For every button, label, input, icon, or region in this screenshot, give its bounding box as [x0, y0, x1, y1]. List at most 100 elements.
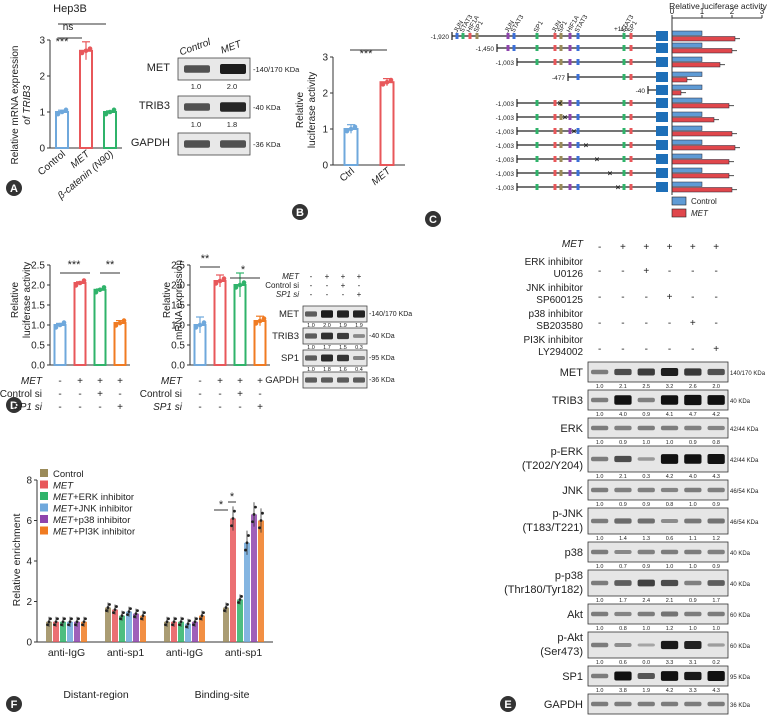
panel-e-sign: -	[668, 266, 671, 277]
panel-c-legend-swatch	[671, 196, 687, 206]
panel-c-site-marker	[535, 184, 539, 190]
panel-c-site-marker	[553, 170, 557, 176]
panel-d-luc-y-tick-label: 2.5	[31, 261, 45, 272]
panel-a-y-tick-label: 2	[39, 72, 45, 83]
panel-e-blot-band	[614, 487, 632, 493]
panel-d-blot-quant: 1.5	[339, 345, 347, 351]
panel-e-blot-frame	[587, 479, 729, 501]
panel-f-legend-swatch	[40, 515, 48, 523]
panel-c-start-label: -1,003	[496, 171, 515, 178]
panel-b-data-point	[388, 77, 394, 83]
panel-e-blot-band	[707, 580, 725, 586]
panel-b-ylabel-1: Relative	[295, 92, 306, 129]
panel-c-site-marker	[559, 114, 563, 120]
panel-a-bar	[103, 111, 117, 149]
panel-e-blot-band	[684, 368, 702, 376]
panel-e-blot-band	[707, 395, 725, 405]
panel-d-letter-badge	[6, 397, 22, 413]
panel-d-sign: -	[58, 376, 61, 387]
panel-f-letter: F	[11, 699, 18, 711]
panel-b-letter-badge	[292, 204, 308, 220]
panel-f-data-point	[74, 623, 77, 627]
panel-e-sign: -	[691, 266, 694, 277]
panel-e-sign: -	[645, 344, 648, 355]
panel-e-blot-band	[707, 487, 725, 493]
panel-c-site-marker	[535, 45, 539, 51]
panel-f-legend-swatch	[40, 526, 48, 535]
panel-e-blot-band	[684, 580, 702, 586]
panel-a-blot-header: Control	[178, 37, 213, 59]
panel-f-bar	[133, 613, 139, 642]
panel-c-site-marker	[622, 170, 626, 176]
panel-d-luc-data-point	[117, 320, 123, 326]
panel-e-blot-band	[614, 455, 632, 463]
panel-c-site-marker	[568, 184, 572, 190]
panel-c-bar-met	[671, 145, 736, 151]
panel-e-blot-label-2: (Ser473)	[540, 646, 583, 658]
panel-e-blot-label-2: (Thr180/Tyr182)	[504, 584, 583, 596]
panel-d-mrna-bar	[253, 320, 267, 366]
panel-c-site-marker	[553, 59, 557, 65]
panel-e-sign: -	[668, 344, 671, 355]
panel-c-luc-box	[656, 140, 668, 150]
panel-c-site-marker	[629, 100, 633, 106]
panel-c-site-marker	[576, 74, 580, 80]
panel-e-sign: -	[714, 318, 717, 329]
panel-f-data-point	[179, 620, 183, 624]
panel-c-x-tick-label: 1	[700, 7, 705, 16]
panel-c-start-label: -1,003	[496, 185, 515, 192]
panel-c-site-marker	[629, 142, 633, 148]
panel-c-bar-control	[671, 125, 703, 131]
panel-e-blot-quant: 1.0	[596, 598, 604, 604]
panel-e-treatment-label-2: SB203580	[536, 321, 583, 332]
panel-f-bar	[237, 599, 243, 642]
panel-a-blot-frame	[177, 95, 251, 119]
panel-c-site-marker	[622, 59, 626, 65]
panel-e-sign: -	[621, 344, 624, 355]
panel-c-site-marker	[553, 33, 557, 39]
panel-d-sign: +	[237, 376, 243, 387]
panel-d-blot-frame	[302, 349, 368, 367]
panel-f-data-point	[172, 620, 176, 624]
panel-c-luc-box	[656, 72, 668, 82]
panel-b-sig: ***	[360, 48, 374, 60]
panel-f-y-tick-label: 8	[26, 476, 32, 487]
panel-d-blot-row-label: Control si	[265, 281, 299, 290]
panel-a-data-point	[107, 109, 113, 115]
panel-c-start-label: -1,450	[476, 46, 495, 53]
panel-d-luc-ylabel-2: luciferase activity	[22, 262, 33, 338]
panel-c-site-marker	[461, 33, 465, 39]
panel-f-data-point	[129, 607, 132, 610]
panel-c-bar-met	[671, 117, 715, 123]
panel-d-blot-band	[353, 377, 365, 383]
panel-c-bar-met	[671, 131, 733, 137]
panel-f-data-point	[113, 608, 117, 611]
panel-c-luc-box	[656, 112, 668, 122]
panel-e-blot-quant: 1.0	[596, 536, 604, 542]
panel-a-data-point	[59, 109, 65, 115]
panel-e-blot-quant: 0.6	[619, 660, 627, 666]
panel-c-site-marker	[535, 142, 539, 148]
panel-e-blot-quant: 0.8	[666, 502, 674, 508]
panel-c-mutation-marker: ×	[558, 99, 563, 108]
panel-e-blot-mw: 40 KDa	[730, 399, 751, 405]
panel-e-blot-quant: 2.1	[666, 598, 674, 604]
panel-d-row-label: MET	[21, 376, 43, 387]
panel-d-blot-quant: 1.9	[339, 323, 347, 329]
panel-e-blot-quant: 0.7	[619, 564, 627, 570]
panel-d-mrna-data-point	[233, 285, 239, 290]
panel-c-site-marker	[568, 170, 572, 176]
panel-e-sign: +	[643, 266, 649, 277]
panel-f-data-point	[254, 505, 257, 509]
panel-e-blot-quant: 1.0	[642, 440, 650, 446]
panel-f-data-point	[178, 623, 181, 627]
panel-e-blot-frame	[587, 603, 729, 625]
panel-f-data-point	[133, 615, 136, 619]
panel-d-sign: -	[218, 402, 221, 413]
panel-e-blot-frame	[587, 417, 729, 439]
panel-a-blot-header: MET	[219, 39, 243, 57]
panel-b-plot: 0 1 2 3 Ctrl MET	[322, 49, 405, 188]
panel-d-sign: +	[97, 376, 103, 387]
panel-c-mutation-marker: ×	[595, 155, 600, 164]
panel-f-bar	[258, 520, 264, 642]
